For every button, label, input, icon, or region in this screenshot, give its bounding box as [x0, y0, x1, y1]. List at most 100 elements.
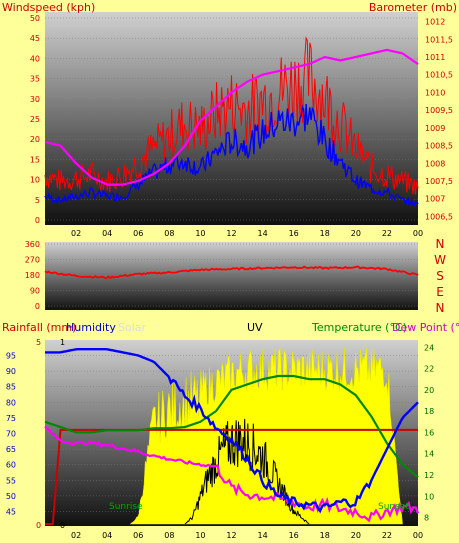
humidity-y-tick: 80	[6, 398, 16, 407]
temperature-y-tick: 22	[424, 365, 434, 374]
wind-y-tick: 25	[30, 115, 40, 124]
sunset-label: Sunset	[378, 502, 409, 512]
direction-y-tick: 90	[30, 287, 40, 296]
weather-series	[44, 347, 420, 525]
temperature-y-tick: 20	[424, 386, 434, 395]
weather-x-tick: 16	[289, 531, 299, 540]
barometer-y-tick: 1007,5	[425, 177, 453, 186]
solar-area	[129, 347, 403, 525]
weather-x-tick: 14	[257, 531, 267, 540]
dewpoint-axis-label: Dew Point (°C)	[392, 321, 459, 334]
barometer-y-ticks: 1006,5 1007 1007,5 1008 1008,5 1009 1009,5 1010…	[425, 18, 453, 222]
barometer-axis-label: Barometer (mb)	[369, 1, 457, 14]
wind-x-tick: 20	[351, 229, 361, 238]
wind-y-ticks: 0 5 10 15 20 25 30 35 40 45 50	[30, 14, 40, 225]
compass-letter: E	[436, 285, 444, 299]
humidity-axis-label: Humidity	[66, 321, 116, 334]
wind-y-tick: 15	[30, 155, 40, 164]
wind-y-tick: 10	[30, 176, 40, 185]
dewpoint-line	[44, 425, 420, 523]
wind-y-tick: 0	[35, 216, 40, 225]
barometer-y-tick: 1011,5	[425, 35, 453, 44]
humidity-y-tick: 45	[6, 508, 16, 517]
wind-y-tick: 45	[30, 34, 40, 43]
uv-bottom-tick: 0	[60, 521, 65, 530]
humidity-line	[45, 348, 419, 514]
direction-y-tick: 360	[25, 240, 40, 249]
temperature-y-tick: 14	[424, 450, 434, 459]
weather-x-tick: 02	[71, 531, 81, 540]
direction-series	[44, 265, 419, 280]
wind-x-tick: 08	[164, 229, 174, 238]
wind-y-tick: 50	[30, 14, 40, 23]
rain-top-tick: 5	[36, 338, 41, 347]
temperature-line	[44, 374, 419, 479]
weather-x-tick: 04	[102, 531, 112, 540]
weather-x-tick: 22	[382, 531, 392, 540]
barometer-y-tick: 1006,5	[425, 212, 453, 221]
sunrise-label: Sunrise	[109, 502, 143, 512]
temperature-y-tick: 12	[424, 471, 434, 480]
wind-x-tick: 22	[382, 229, 392, 238]
weather-x-tick: 08	[164, 531, 174, 540]
humidity-y-tick: 85	[6, 383, 16, 392]
barometer-y-tick: 1012	[425, 18, 445, 27]
wind-x-tick: 04	[102, 229, 112, 238]
humidity-y-tick: 65	[6, 445, 16, 454]
wind-axis-label: Windspeed (kph)	[2, 1, 95, 14]
rain-axis-label: Rainfall (mm)	[2, 321, 76, 334]
humidity-y-tick: 95	[6, 351, 16, 360]
barometer-y-tick: 1010	[425, 88, 445, 97]
temperature-axis-label: Temperature (°C)	[311, 321, 407, 334]
wind-x-tick: 10	[195, 229, 205, 238]
direction-gridlines	[45, 243, 418, 307]
wind-x-tick: 06	[133, 229, 143, 238]
direction-line	[44, 265, 419, 280]
temperature-y-tick: 10	[424, 492, 434, 501]
compass-letter: N	[436, 237, 445, 251]
compass-letter: S	[436, 269, 444, 283]
weather-x-tick: 10	[195, 531, 205, 540]
wind-x-tick: 12	[226, 229, 236, 238]
direction-y-tick: 0	[35, 302, 40, 311]
wind-y-tick: 40	[30, 54, 40, 63]
wind-y-tick: 20	[30, 135, 40, 144]
humidity-y-tick: 75	[6, 414, 16, 423]
weather-x-tick: 12	[226, 531, 236, 540]
barometer-y-tick: 1007	[425, 195, 445, 204]
wind-x-tick: 02	[71, 229, 81, 238]
solar-axis-label: Solar	[118, 321, 147, 334]
humidity-y-tick: 50	[6, 492, 16, 501]
weather-x-tick: 18	[320, 531, 330, 540]
barometer-line	[44, 48, 419, 186]
wind-series	[44, 36, 419, 208]
wind-x-tick: 14	[257, 229, 267, 238]
direction-y-tick: 180	[25, 271, 40, 280]
uv-top-tick: 1	[60, 338, 65, 347]
compass-letter: N	[436, 301, 445, 315]
weather-x-tick: 20	[351, 531, 361, 540]
temperature-y-tick: 8	[424, 514, 429, 523]
uv-axis-label: UV	[247, 321, 263, 334]
temperature-y-tick: 18	[424, 407, 434, 416]
windspeed-avg-line	[44, 103, 419, 208]
barometer-y-tick: 1009,5	[425, 106, 453, 115]
barometer-y-tick: 1010,5	[425, 71, 453, 80]
rain-bottom-tick: 0	[36, 521, 41, 530]
humidity-y-ticks: 95 90 85 80 75 70 65 60 55 50 45	[6, 351, 16, 516]
rainfall-line	[45, 428, 418, 525]
direction-plot-area	[45, 242, 418, 310]
humidity-y-tick: 90	[6, 367, 16, 376]
temperature-y-tick: 16	[424, 428, 434, 437]
wind-x-tick: 18	[320, 229, 330, 238]
temperature-y-tick: 24	[424, 343, 434, 352]
wind-y-tick: 5	[35, 196, 40, 205]
wind-x-tick: 16	[289, 229, 299, 238]
wind-x-ticks: 02 04 06 08 10 12 14 16 18 20 22 00	[71, 229, 423, 238]
humidity-y-tick: 70	[6, 430, 16, 439]
humidity-y-tick: 60	[6, 461, 16, 470]
wind-y-tick: 30	[30, 95, 40, 104]
weather-x-ticks: 02 04 06 08 10 12 14 16 18 20 22 00	[71, 531, 423, 540]
